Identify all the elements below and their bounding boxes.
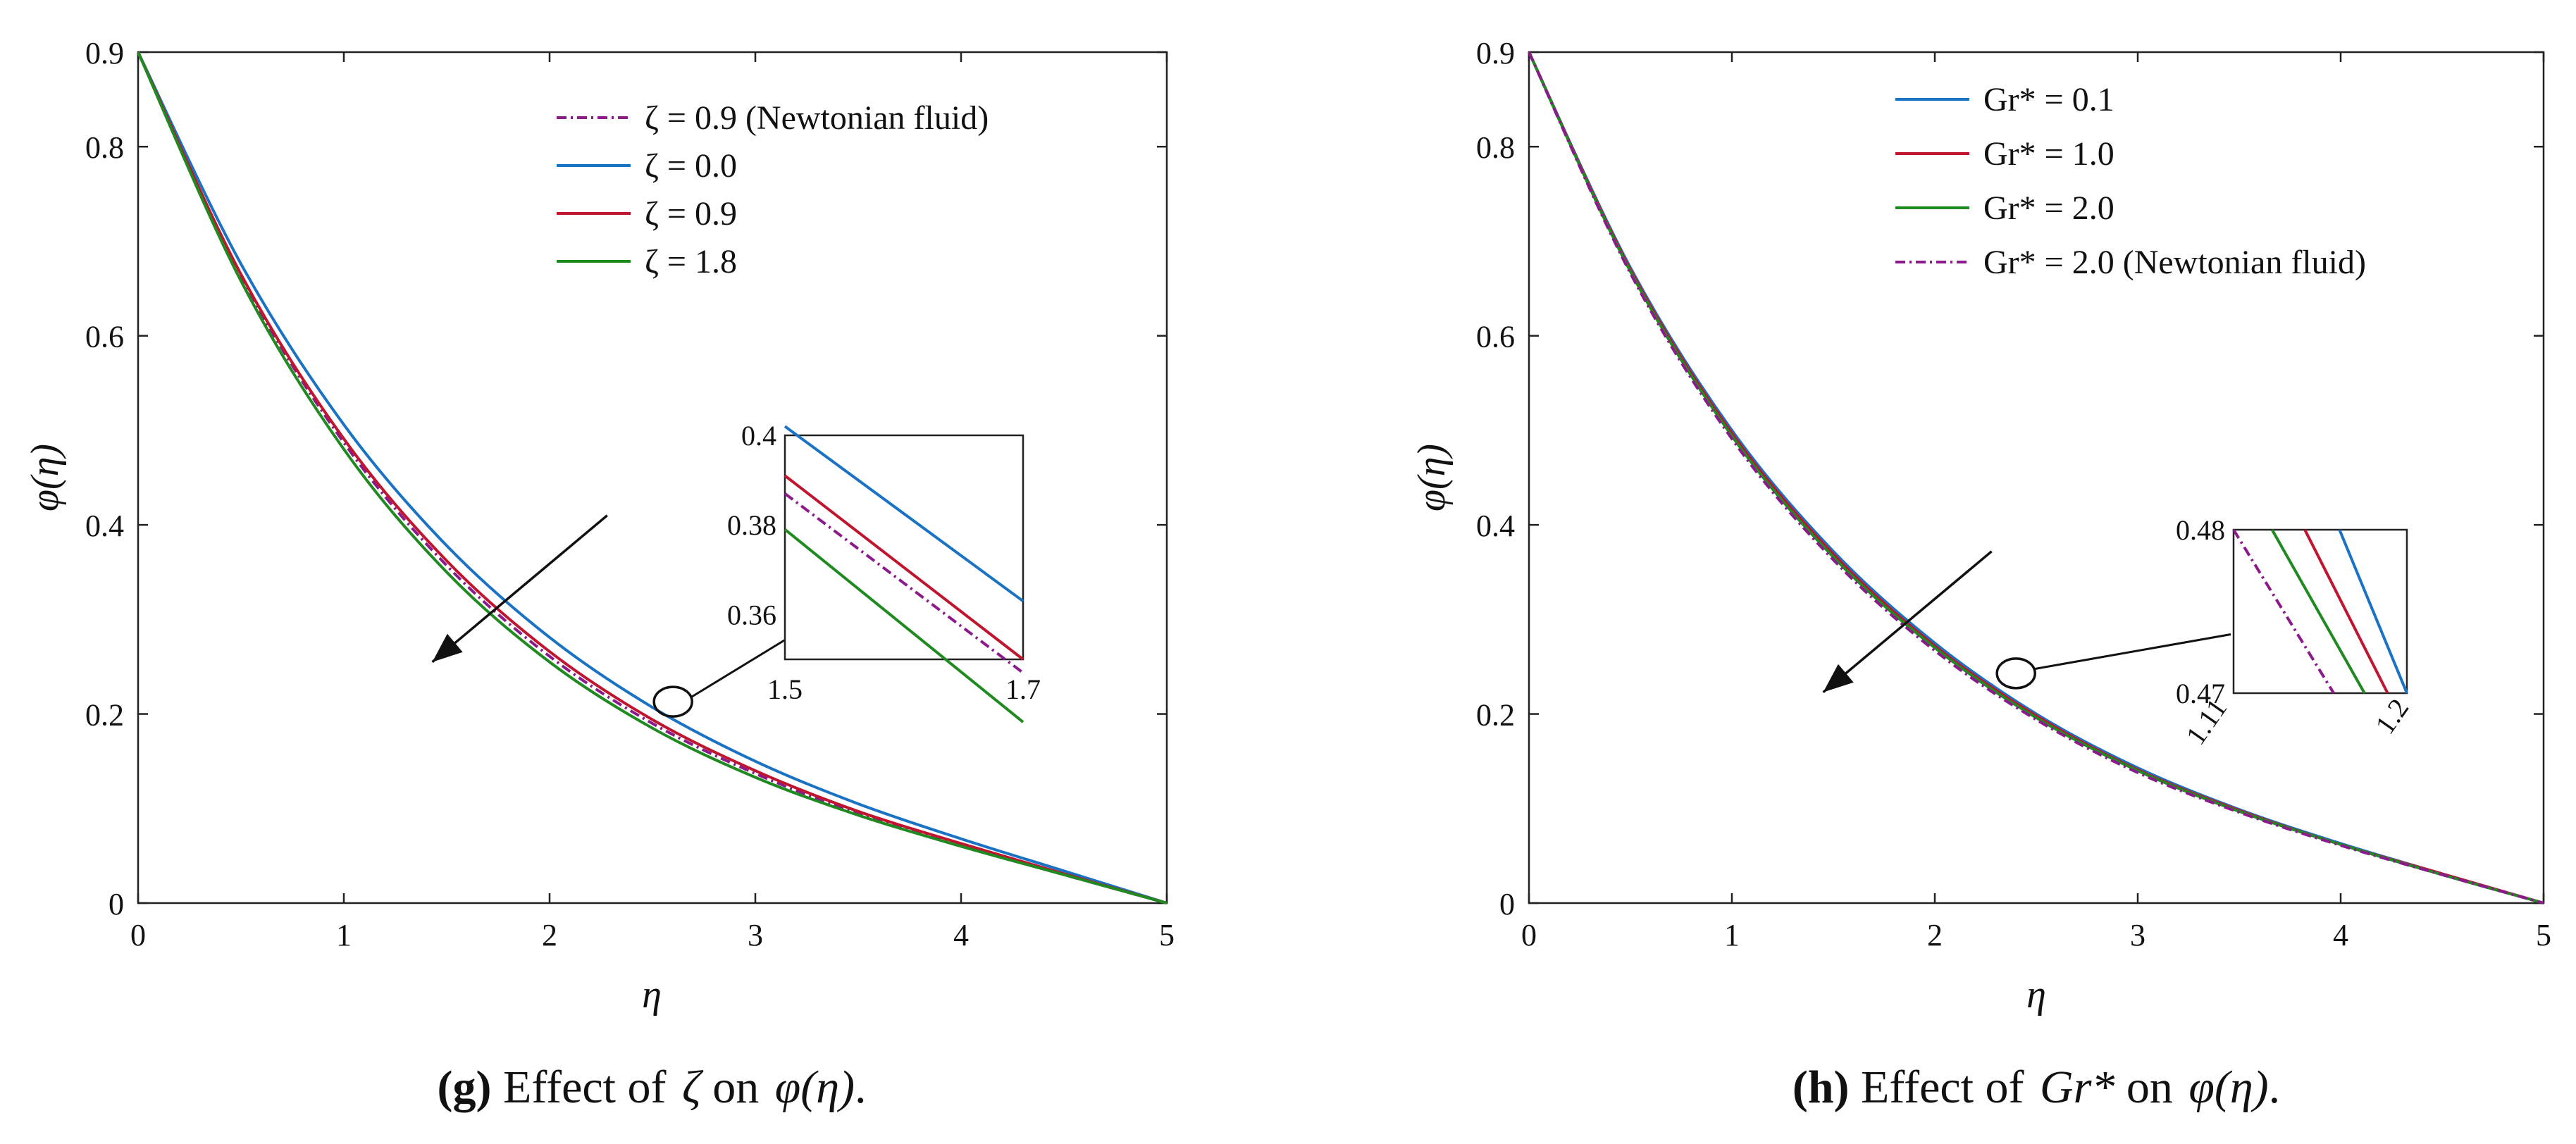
caption-text: Effect of xyxy=(492,1062,678,1113)
trend-arrow-head xyxy=(432,633,463,662)
caption-end: . xyxy=(2269,1062,2281,1113)
inset-line-2 xyxy=(2303,529,2389,694)
trend-arrow-shaft xyxy=(431,514,608,664)
inset-y-tick-label: 0.48 xyxy=(2176,514,2225,546)
inset-y-tick-label: 0.4 xyxy=(741,420,776,452)
panel-caption: (h) Effect of Gr* on φ(η). xyxy=(1792,1062,2280,1113)
inset-line-3 xyxy=(2338,529,2408,694)
x-axis-label: η xyxy=(642,973,662,1016)
caption-tag: (g) xyxy=(438,1062,492,1113)
zoom-marker-ellipse xyxy=(1995,657,2036,690)
y-tick-label: 0 xyxy=(1499,887,1515,921)
legend-entry-0: ζ = 0.9 (Newtonian fluid) xyxy=(645,99,989,137)
y-tick-label: 0.4 xyxy=(85,509,124,543)
legend-entry-0: Gr* = 0.1 xyxy=(1983,81,2114,118)
legend-entry-2: Gr* = 2.0 xyxy=(1983,189,2114,227)
series-line-1 xyxy=(137,51,1168,904)
inset-y-tick-label: 0.38 xyxy=(727,509,776,541)
inset-y-tick-label: 0.36 xyxy=(727,599,776,630)
trend-arrow-shaft xyxy=(1822,550,1993,694)
y-tick-label: 0.2 xyxy=(1476,698,1515,733)
zoom-marker-ellipse xyxy=(652,685,693,718)
inset-frame xyxy=(784,434,1024,661)
inset-frame xyxy=(2232,528,2408,695)
caption-text: Effect of xyxy=(1850,1062,2036,1113)
x-tick-label: 4 xyxy=(953,918,969,952)
caption-end: . xyxy=(855,1062,867,1113)
inset-line-3 xyxy=(784,528,1024,723)
legend-entry-2: ζ = 0.9 xyxy=(645,195,737,232)
legend-entry-1: ζ = 0.0 xyxy=(645,147,737,185)
y-axis-label: φ(η) xyxy=(23,444,67,511)
plot-frame xyxy=(1528,51,2545,904)
inset-line-1 xyxy=(784,474,1024,661)
x-tick-label: 5 xyxy=(1159,918,1175,952)
panel-caption: (g) Effect of ζ on φ(η). xyxy=(438,1062,867,1113)
x-tick-label: 3 xyxy=(2130,918,2145,952)
zoom-connector xyxy=(690,637,788,699)
caption-mid: on xyxy=(701,1062,771,1113)
x-axis-label: η xyxy=(2026,973,2046,1016)
x-tick-label: 1 xyxy=(1724,918,1740,952)
caption-var: ζ xyxy=(682,1062,704,1113)
y-tick-label: 0 xyxy=(109,887,124,921)
series-line-3 xyxy=(1528,51,2544,904)
caption-func: φ(η) xyxy=(775,1062,855,1113)
x-tick-label: 0 xyxy=(130,918,146,952)
legend-entry-1: Gr* = 1.0 xyxy=(1983,135,2114,173)
inset-line-0 xyxy=(2232,528,2335,695)
inset-x-tick-label: 1.5 xyxy=(767,673,803,705)
inset-line-0 xyxy=(784,425,1024,602)
caption-mid: on xyxy=(2114,1062,2184,1113)
y-tick-label: 0.2 xyxy=(85,698,124,733)
caption-tag: (h) xyxy=(1792,1062,1850,1113)
caption-func: φ(η) xyxy=(2188,1062,2268,1113)
y-tick-label: 0.8 xyxy=(1476,130,1515,165)
legend-entry-3: Gr* = 2.0 (Newtonian fluid) xyxy=(1983,244,2366,281)
y-axis-label: φ(η) xyxy=(1410,444,1454,511)
legend-entry-3: ζ = 1.8 xyxy=(645,243,737,280)
trend-arrow-head xyxy=(1823,664,1854,692)
x-tick-label: 2 xyxy=(1927,918,1943,952)
x-tick-label: 4 xyxy=(2333,918,2348,952)
caption-var: Gr* xyxy=(2040,1062,2114,1113)
series-line-3 xyxy=(137,51,1168,904)
x-tick-label: 3 xyxy=(748,918,763,952)
inset-line-2 xyxy=(784,492,1024,674)
y-tick-label: 0.4 xyxy=(1476,509,1515,543)
x-tick-label: 0 xyxy=(1521,918,1537,952)
series-line-2 xyxy=(137,51,1168,904)
x-tick-label: 1 xyxy=(336,918,352,952)
inset-y-tick-label: 0.47 xyxy=(2176,678,2225,709)
y-tick-label: 0.8 xyxy=(85,130,124,165)
panel-h-chart: 0 1 2 3 4 5 0 0.2 0.4 0.6 0.8 0.9 η φ(η) Gr* = 0.1 Gr* … xyxy=(1410,36,2551,1113)
x-tick-label: 5 xyxy=(2536,918,2551,952)
plot-frame xyxy=(137,51,1168,904)
x-tick-label: 2 xyxy=(542,918,557,952)
panel-g-chart: 0 1 2 3 4 5 0 0.2 0.4 0.6 0.8 0.9 η φ(η) ζ = 0.9 (Newt… xyxy=(23,36,1175,1113)
inset-x-tick-label: 1.7 xyxy=(1005,673,1041,705)
y-tick-label: 0.9 xyxy=(1476,36,1515,70)
y-tick-label: 0.6 xyxy=(1476,320,1515,354)
y-tick-label: 0.6 xyxy=(85,320,124,354)
inset-line-1 xyxy=(2270,529,2366,694)
y-tick-label: 0.9 xyxy=(85,36,124,70)
zoom-connector xyxy=(2033,633,2231,671)
